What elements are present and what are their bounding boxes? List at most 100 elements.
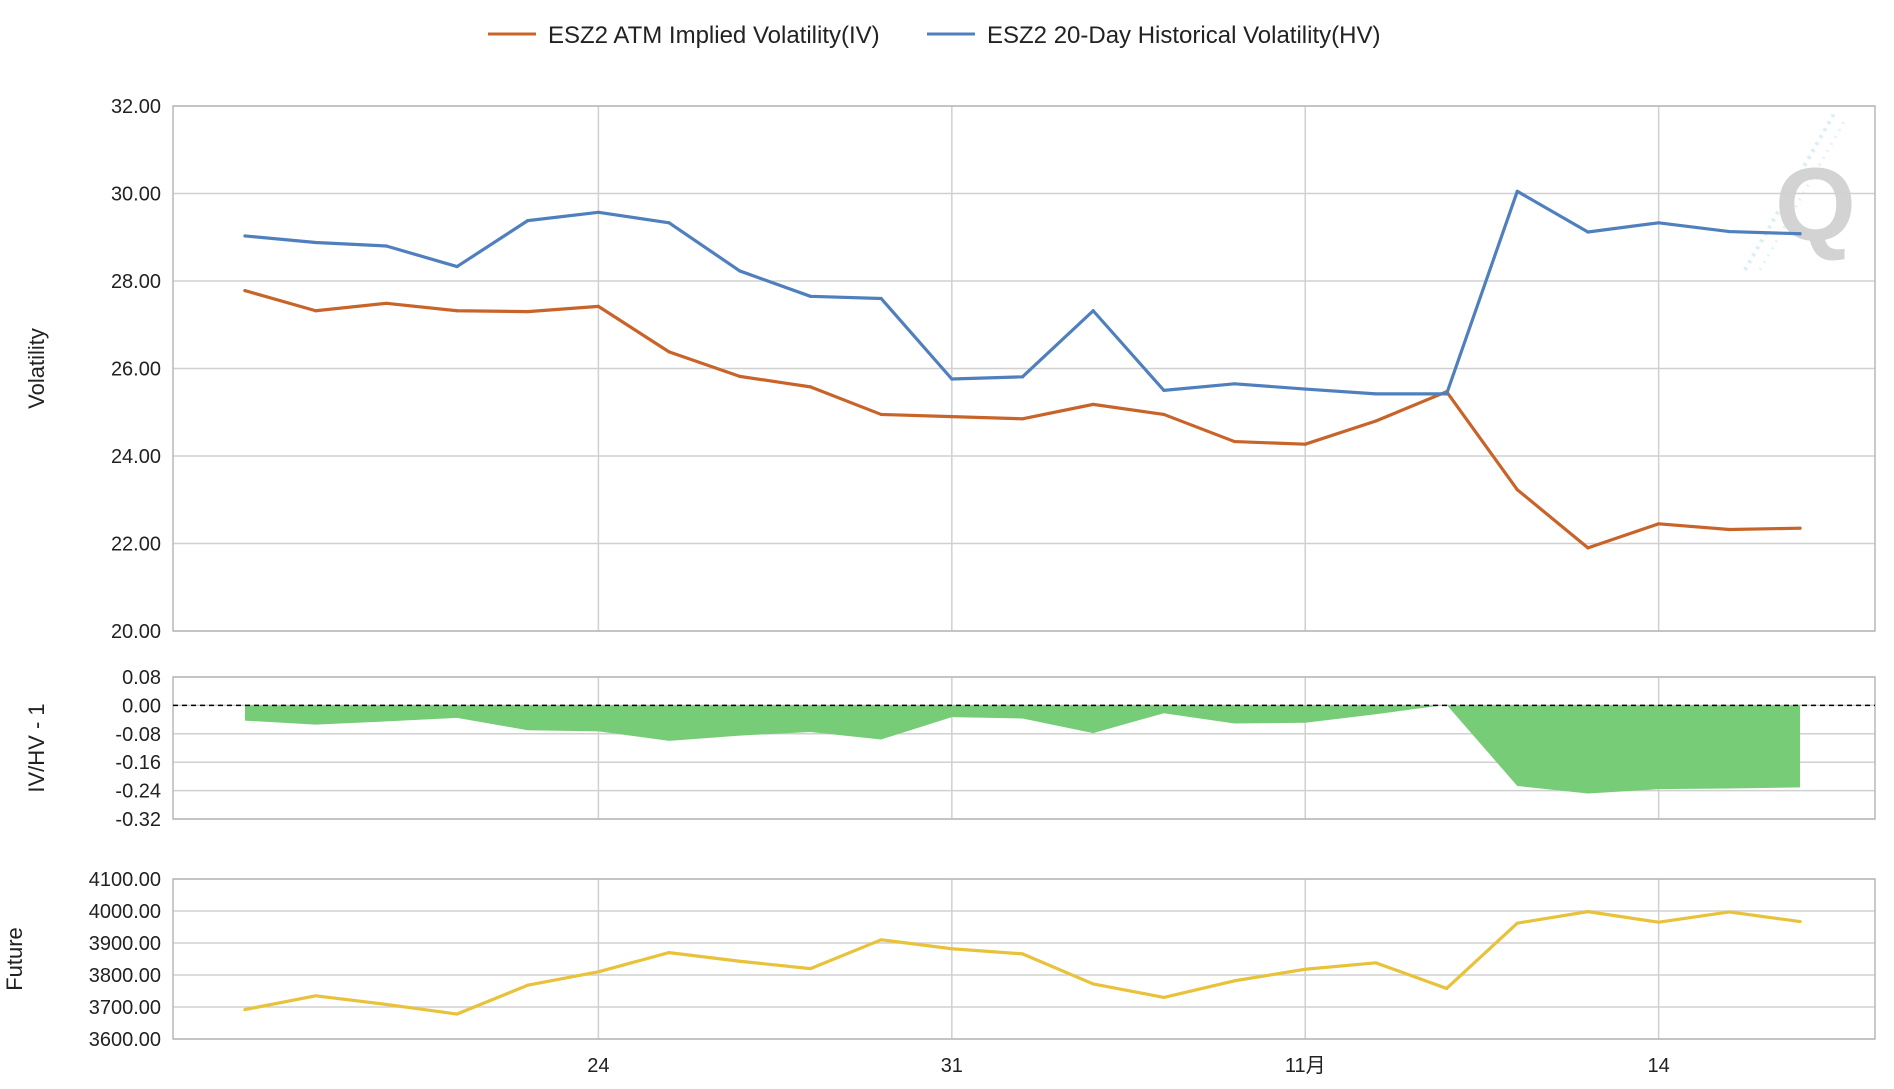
series-point xyxy=(1021,375,1024,378)
series-point xyxy=(597,211,600,214)
panel-volatility: 32.0030.0028.0026.0024.0022.0020.00Volat… xyxy=(24,96,1875,643)
series-point xyxy=(1021,417,1024,420)
y-tick-label: 0.08 xyxy=(122,667,161,689)
series-point xyxy=(950,377,953,380)
series-point xyxy=(455,1012,458,1015)
series-point xyxy=(1516,922,1519,925)
watermark-letter: Q xyxy=(1775,147,1856,263)
series-point xyxy=(1374,419,1377,422)
series-point xyxy=(1798,527,1801,530)
series-point xyxy=(455,309,458,312)
series-point xyxy=(1021,952,1024,955)
series-point xyxy=(243,234,246,237)
series-point xyxy=(1516,488,1519,491)
y-tick-label: 3800.00 xyxy=(89,965,161,987)
series-point xyxy=(1092,403,1095,406)
series-point xyxy=(667,951,670,954)
y-tick-label: -0.24 xyxy=(115,781,161,803)
y-tick-label: 30.00 xyxy=(111,184,161,206)
series-point xyxy=(1516,190,1519,193)
series-point xyxy=(243,289,246,292)
series-point xyxy=(1586,910,1589,913)
watermark-logo: Q xyxy=(1745,112,1856,270)
y-tick-label: 0.00 xyxy=(122,695,161,717)
legend-iv-label: ESZ2 ATM Implied Volatility(IV) xyxy=(548,22,880,49)
ratio-area xyxy=(245,705,1800,794)
series-point xyxy=(880,413,883,416)
series-point xyxy=(667,350,670,353)
series-point xyxy=(880,938,883,941)
series-point xyxy=(1233,382,1236,385)
series-point xyxy=(950,415,953,418)
series-point xyxy=(1162,996,1165,999)
y-tick-label: 22.00 xyxy=(111,534,161,556)
y-tick-label: 28.00 xyxy=(111,271,161,293)
series-point xyxy=(1586,230,1589,233)
series-point xyxy=(314,309,317,312)
series-line-future-0 xyxy=(245,912,1800,1014)
x-tick-label: 31 xyxy=(941,1055,963,1077)
y-tick-label: 20.00 xyxy=(111,621,161,643)
y-axis-title: IV/HV - 1 xyxy=(24,703,49,792)
series-point xyxy=(526,310,529,313)
y-tick-label: 26.00 xyxy=(111,359,161,381)
series-point xyxy=(1162,389,1165,392)
series-point xyxy=(1728,230,1731,233)
series-point xyxy=(314,994,317,997)
series-point xyxy=(1092,982,1095,985)
series-point xyxy=(1304,968,1307,971)
legend: ESZ2 ATM Implied Volatility(IV) ESZ2 20-… xyxy=(488,22,1380,49)
series-point xyxy=(1798,232,1801,235)
series-point xyxy=(1374,961,1377,964)
series-point xyxy=(455,265,458,268)
series-point xyxy=(1162,413,1165,416)
y-axis-title: Future xyxy=(2,927,27,991)
series-point xyxy=(1374,392,1377,395)
y-tick-label: 24.00 xyxy=(111,446,161,468)
y-tick-label: 4000.00 xyxy=(89,901,161,923)
x-tick-label: 14 xyxy=(1648,1055,1670,1077)
series-point xyxy=(809,385,812,388)
series-point xyxy=(385,1003,388,1006)
series-point xyxy=(809,295,812,298)
series-point xyxy=(1586,546,1589,549)
series-point xyxy=(385,302,388,305)
series-point xyxy=(597,970,600,973)
series-point xyxy=(1304,387,1307,390)
series-point xyxy=(1798,920,1801,923)
series-point xyxy=(1728,910,1731,913)
series-point xyxy=(667,221,670,224)
series-point xyxy=(809,967,812,970)
series-point xyxy=(738,375,741,378)
series-point xyxy=(314,241,317,244)
y-tick-label: -0.08 xyxy=(115,724,161,746)
series-point xyxy=(1657,522,1660,525)
series-point xyxy=(243,1008,246,1011)
series-point xyxy=(1445,392,1448,395)
plot-frame xyxy=(173,879,1875,1039)
legend-hv-label: ESZ2 20-Day Historical Volatility(HV) xyxy=(987,22,1380,49)
series-point xyxy=(597,305,600,308)
y-tick-label: 3600.00 xyxy=(89,1029,161,1051)
y-tick-label: -0.16 xyxy=(115,752,161,774)
y-axis-title: Volatility xyxy=(24,328,49,409)
series-point xyxy=(1233,440,1236,443)
series-point xyxy=(738,269,741,272)
y-tick-label: 3900.00 xyxy=(89,933,161,955)
series-point xyxy=(1657,221,1660,224)
series-point xyxy=(1445,987,1448,990)
x-axis: 24 31 11月 14 xyxy=(587,1055,1669,1077)
series-point xyxy=(1092,309,1095,312)
series-point xyxy=(385,244,388,247)
series-point xyxy=(1304,443,1307,446)
x-tick-label: 11月 xyxy=(1285,1055,1326,1077)
series-point xyxy=(738,960,741,963)
x-tick-label: 24 xyxy=(587,1055,609,1077)
y-tick-label: 3700.00 xyxy=(89,997,161,1019)
series-point xyxy=(1728,528,1731,531)
series-point xyxy=(1233,979,1236,982)
y-tick-label: 4100.00 xyxy=(89,869,161,891)
